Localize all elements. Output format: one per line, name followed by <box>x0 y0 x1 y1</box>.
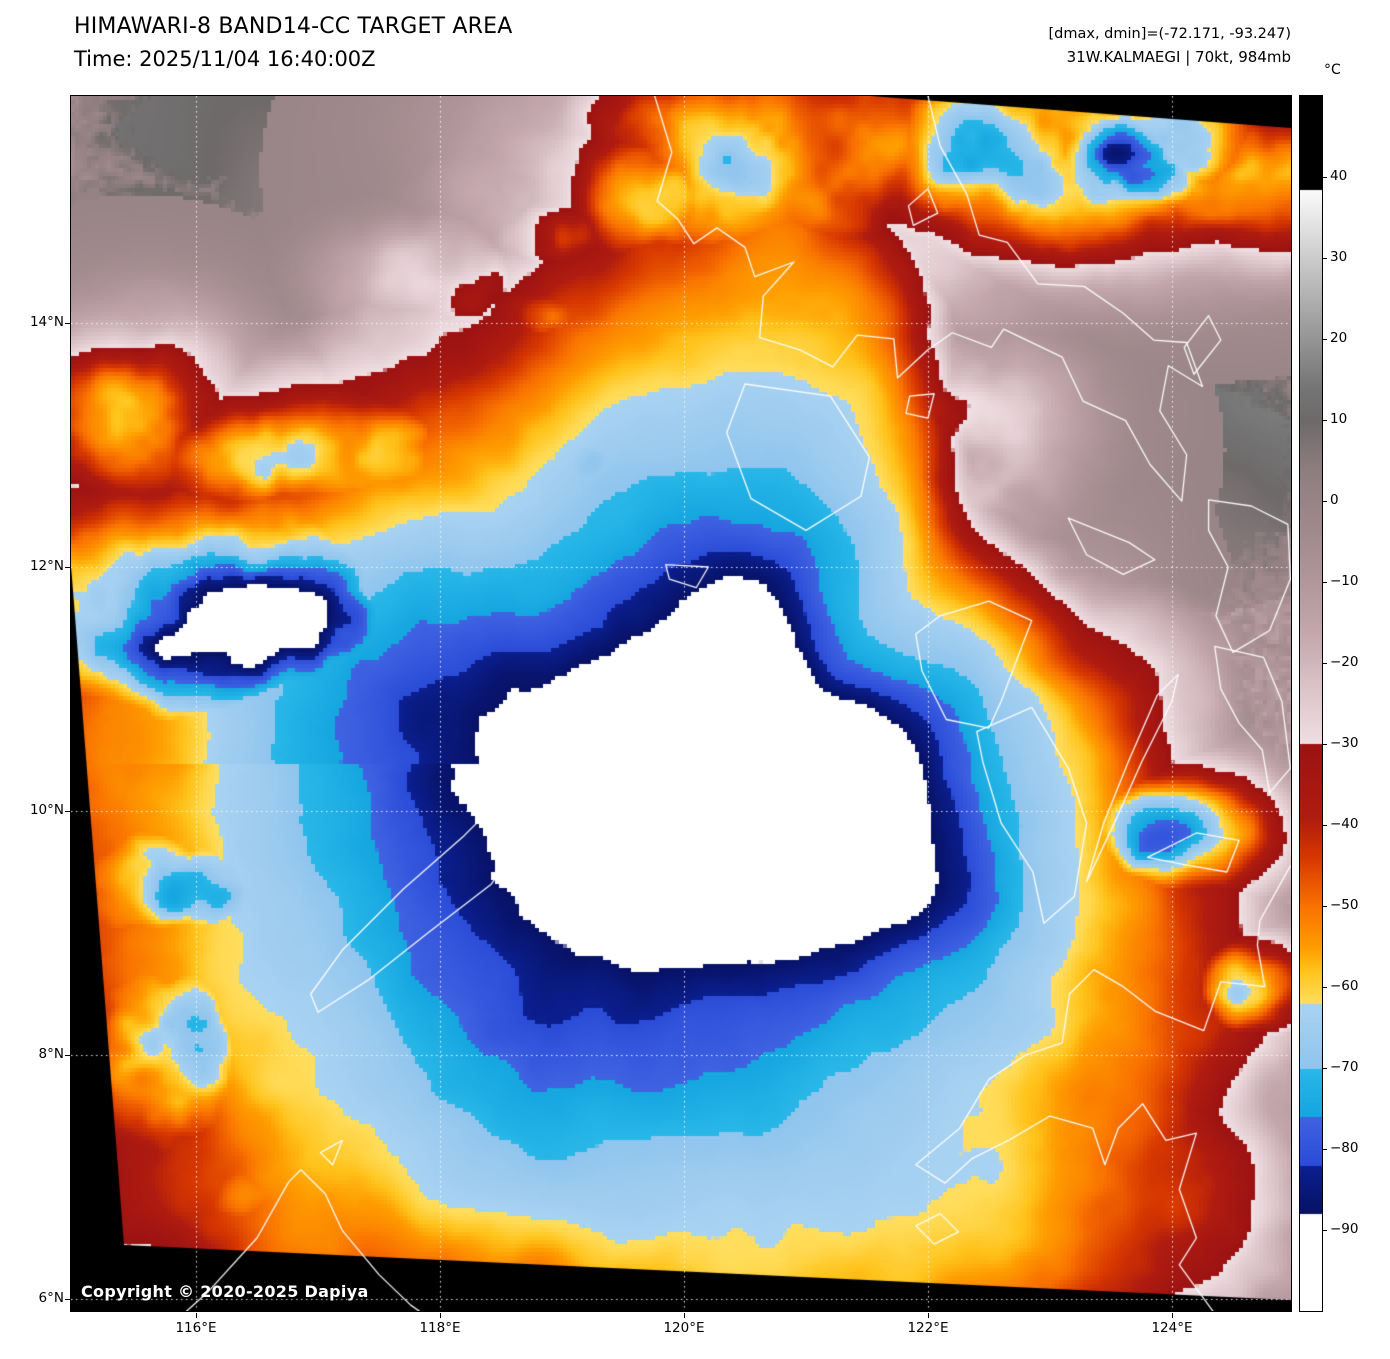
colorbar <box>1299 95 1323 1312</box>
lat-tick-mark <box>65 567 70 568</box>
annotation-block: [dmax, dmin]=(-72.171, -93.247) 31W.KALM… <box>1049 24 1292 68</box>
colorbar-tick-label: 30 <box>1330 249 1348 265</box>
colorbar-tick-label: −50 <box>1330 897 1359 913</box>
colorbar-unit-label: °C <box>1324 62 1341 78</box>
colorbar-canvas <box>1300 96 1322 1311</box>
lon-tick-mark <box>196 1313 197 1318</box>
colorbar-tick-mark <box>1322 1149 1327 1150</box>
colorbar-tick-label: 10 <box>1330 411 1348 427</box>
product-time: Time: 2025/11/04 16:40:00Z <box>74 47 376 71</box>
lat-tick-label: 12°N <box>29 558 64 574</box>
colorbar-tick-label: −20 <box>1330 654 1359 670</box>
colorbar-tick-label: −60 <box>1330 978 1359 994</box>
colorbar-tick-label: −70 <box>1330 1059 1359 1075</box>
colorbar-tick-mark <box>1322 825 1327 826</box>
storm-info-readout: 31W.KALMAEGI | 70kt, 984mb <box>1066 47 1291 66</box>
lat-tick-label: 6°N <box>38 1290 64 1306</box>
colorbar-tick-mark <box>1322 744 1327 745</box>
lon-tick-mark <box>1172 1313 1173 1318</box>
lon-tick-mark <box>684 1313 685 1318</box>
lat-tick-label: 10°N <box>29 802 64 818</box>
lon-tick-label: 120°E <box>663 1320 705 1336</box>
colorbar-tick-label: −80 <box>1330 1140 1359 1156</box>
colorbar-tick-mark <box>1322 1068 1327 1069</box>
dmax-dmin-readout: [dmax, dmin]=(-72.171, -93.247) <box>1048 26 1292 42</box>
lon-tick-label: 124°E <box>1151 1320 1193 1336</box>
lon-tick-label: 122°E <box>907 1320 949 1336</box>
colorbar-tick-label: −30 <box>1330 735 1359 751</box>
colorbar-tick-label: 20 <box>1330 330 1348 346</box>
colorbar-tick-label: −40 <box>1330 816 1359 832</box>
lat-tick-mark <box>65 1055 70 1056</box>
colorbar-tick-mark <box>1322 501 1327 502</box>
lat-tick-mark <box>65 1299 70 1300</box>
satellite-map-canvas <box>71 96 1291 1311</box>
colorbar-tick-label: 40 <box>1330 168 1348 184</box>
lat-tick-label: 14°N <box>29 314 64 330</box>
lon-tick-mark <box>440 1313 441 1318</box>
lat-tick-label: 8°N <box>38 1046 64 1062</box>
lat-tick-mark <box>65 323 70 324</box>
colorbar-tick-label: −90 <box>1330 1221 1359 1237</box>
colorbar-tick-mark <box>1322 906 1327 907</box>
colorbar-tick-mark <box>1322 663 1327 664</box>
product-title: HIMAWARI-8 BAND14-CC TARGET AREA <box>74 14 513 39</box>
colorbar-tick-label: −10 <box>1330 573 1359 589</box>
lon-tick-label: 118°E <box>419 1320 461 1336</box>
copyright-label: Copyright © 2020-2025 Dapiya <box>81 1282 369 1301</box>
lon-tick-label: 116°E <box>175 1320 217 1336</box>
colorbar-tick-mark <box>1322 987 1327 988</box>
lat-tick-mark <box>65 811 70 812</box>
colorbar-tick-mark <box>1322 258 1327 259</box>
colorbar-tick-mark <box>1322 339 1327 340</box>
colorbar-tick-mark <box>1322 420 1327 421</box>
colorbar-tick-mark <box>1322 1230 1327 1231</box>
colorbar-tick-mark <box>1322 177 1327 178</box>
colorbar-tick-mark <box>1322 582 1327 583</box>
map-frame: Copyright © 2020-2025 Dapiya <box>70 95 1292 1312</box>
colorbar-tick-label: 0 <box>1330 492 1339 508</box>
lon-tick-mark <box>928 1313 929 1318</box>
